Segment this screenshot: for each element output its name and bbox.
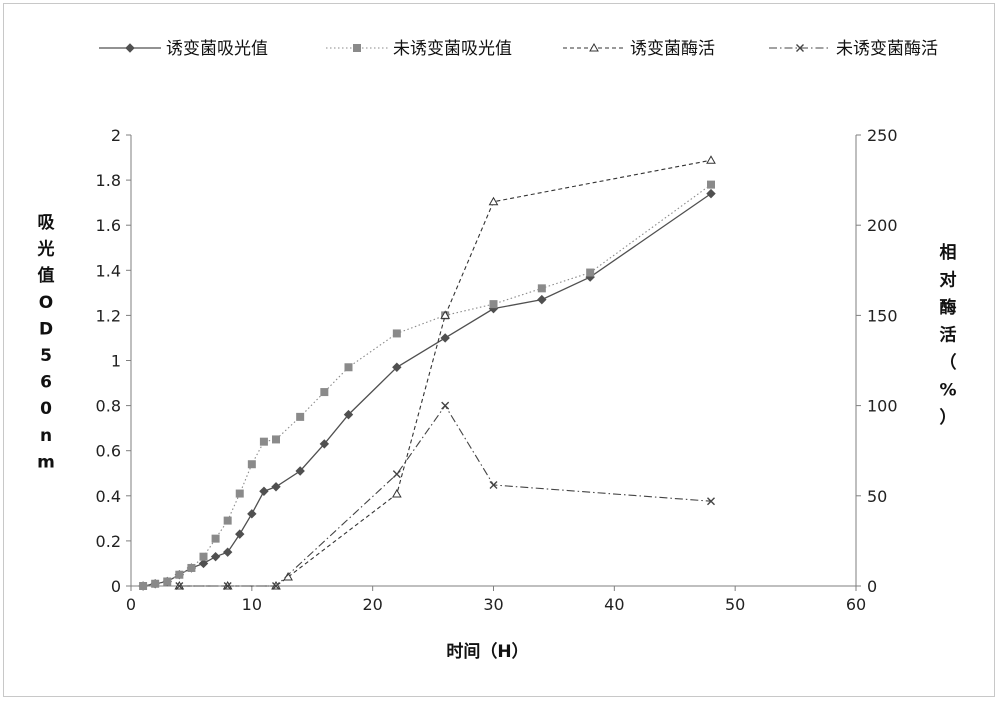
data-point bbox=[223, 516, 232, 525]
y-axis-right-title: 相对酶活（%） bbox=[939, 242, 956, 428]
y-axis-left-title: 吸光值 O D 5 6 0 n m bbox=[37, 213, 56, 472]
data-point bbox=[187, 563, 196, 572]
series-layer bbox=[138, 155, 716, 591]
data-point bbox=[707, 497, 715, 506]
data-point bbox=[706, 155, 716, 164]
y-left-tick-label: 1.2 bbox=[96, 306, 121, 325]
data-point bbox=[440, 333, 450, 343]
data-point bbox=[175, 570, 184, 579]
legend-marker bbox=[353, 44, 361, 52]
data-point bbox=[391, 488, 402, 498]
y-right-tick-label: 100 bbox=[867, 397, 898, 416]
data-point bbox=[235, 489, 244, 498]
data-point bbox=[259, 437, 268, 446]
legend-label: 未诱变菌酶活 bbox=[836, 39, 938, 59]
series-4 bbox=[175, 401, 715, 590]
chart-frame: 诱变菌吸光值 未诱变菌吸光值 诱变菌酶活 未诱变菌酶活 0 10 20 30 40 50 60 0 0… bbox=[3, 3, 995, 697]
data-point bbox=[586, 268, 595, 277]
series-line bbox=[179, 159, 712, 587]
legend-item: 诱变菌吸光值 bbox=[99, 39, 268, 59]
x-tick-label: 50 bbox=[725, 595, 745, 614]
data-point bbox=[344, 363, 353, 372]
legend-label: 诱变菌酶活 bbox=[630, 39, 715, 59]
data-point bbox=[343, 409, 354, 420]
y-right-tick-label: 150 bbox=[867, 306, 898, 325]
data-point bbox=[139, 582, 148, 590]
y-left-tick-label: 2 bbox=[111, 126, 121, 145]
data-point bbox=[198, 558, 209, 569]
y-left-tick-label: 0.4 bbox=[96, 487, 121, 506]
x-axis-title: 时间（H） bbox=[446, 641, 528, 662]
legend-marker bbox=[589, 42, 599, 52]
legend-label: 未诱变菌吸光值 bbox=[393, 39, 512, 59]
legend-label: 诱变菌吸光值 bbox=[166, 39, 268, 59]
data-point bbox=[392, 362, 402, 372]
data-point bbox=[272, 582, 280, 590]
data-point bbox=[211, 534, 220, 543]
y-right-tick-label: 0 bbox=[867, 577, 877, 596]
series-2 bbox=[139, 180, 715, 590]
legend-item: 诱变菌酶活 bbox=[563, 39, 715, 59]
data-point bbox=[210, 551, 221, 562]
data-point bbox=[392, 470, 401, 479]
data-point bbox=[235, 529, 245, 539]
legend-marker bbox=[796, 44, 804, 52]
data-point bbox=[489, 480, 498, 489]
x-tick-label: 30 bbox=[483, 595, 503, 614]
data-point bbox=[283, 571, 293, 581]
data-point bbox=[295, 466, 305, 476]
y-left-tick-label: 1.4 bbox=[96, 261, 121, 280]
data-point bbox=[296, 412, 305, 421]
y-left-tick-label: 1.6 bbox=[96, 216, 121, 235]
legend-marker bbox=[125, 43, 135, 53]
legend: 诱变菌吸光值 未诱变菌吸光值 诱变菌酶活 未诱变菌酶活 bbox=[99, 39, 938, 59]
data-point bbox=[319, 439, 330, 449]
y-left-tick-label: 0.8 bbox=[96, 397, 121, 416]
data-point bbox=[320, 388, 329, 397]
series-3 bbox=[174, 155, 716, 590]
x-tick-label: 40 bbox=[604, 595, 624, 614]
data-point bbox=[223, 582, 232, 590]
data-point bbox=[151, 579, 160, 588]
y-left-tick-label: 0.2 bbox=[96, 532, 121, 551]
data-point bbox=[488, 196, 499, 206]
series-line bbox=[179, 404, 712, 587]
data-point bbox=[707, 180, 715, 189]
y-right-tick-label: 50 bbox=[867, 487, 887, 506]
series-line bbox=[142, 193, 712, 587]
y-right-tick-label: 250 bbox=[867, 126, 898, 145]
legend-item: 未诱变菌酶活 bbox=[769, 39, 938, 59]
x-tick-label: 10 bbox=[242, 595, 262, 614]
x-tick-label: 20 bbox=[362, 595, 382, 614]
data-point bbox=[259, 486, 269, 496]
y-left-tick-label: 1 bbox=[111, 352, 121, 371]
data-point bbox=[271, 482, 281, 492]
data-point bbox=[537, 284, 546, 293]
data-point bbox=[247, 460, 256, 469]
axes: 0 10 20 30 40 50 6000.20.40.60.811.21.41.61.82… bbox=[96, 126, 898, 614]
data-point bbox=[392, 329, 401, 338]
series-line bbox=[142, 184, 712, 587]
data-point bbox=[222, 547, 233, 557]
y-left-tick-label: 0.6 bbox=[96, 442, 121, 461]
data-point bbox=[175, 582, 184, 590]
y-left-tick-label: 0 bbox=[111, 577, 121, 596]
data-point bbox=[537, 294, 547, 305]
x-tick-label: 0 bbox=[126, 595, 136, 614]
legend-item: 未诱变菌吸光值 bbox=[326, 39, 512, 59]
x-tick-label: 60 bbox=[846, 595, 866, 614]
data-point bbox=[163, 577, 172, 586]
y-right-tick-label: 200 bbox=[867, 216, 898, 235]
data-point bbox=[199, 552, 208, 561]
series-1 bbox=[138, 188, 716, 591]
data-point bbox=[489, 300, 498, 309]
chart: 诱变菌吸光值 未诱变菌吸光值 诱变菌酶活 未诱变菌酶活 0 10 20 30 40 50 6000… bbox=[37, 39, 957, 662]
data-point bbox=[440, 310, 451, 319]
y-left-tick-label: 1.8 bbox=[96, 171, 121, 190]
data-point bbox=[272, 435, 280, 444]
axis-titles: 时间（H） 吸光值 O D 5 6 0 n m 相对酶活（%） bbox=[37, 213, 957, 662]
data-point bbox=[706, 188, 716, 199]
data-point bbox=[441, 401, 450, 410]
data-point bbox=[247, 509, 257, 519]
